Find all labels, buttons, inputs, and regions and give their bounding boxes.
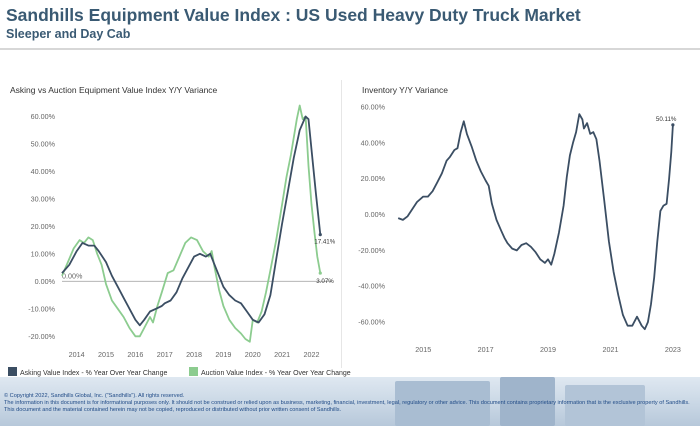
inventory-series-line — [397, 113, 674, 331]
legend-label-auction: Auction Value Index - % Year Over Year C… — [201, 370, 351, 377]
legend-swatch-asking — [8, 367, 17, 376]
y-tick-label: 40.00% — [31, 167, 56, 176]
x-tick-label: 2021 — [274, 350, 290, 359]
x-tick-label: 2020 — [245, 350, 261, 359]
x-tick-label: 2022 — [303, 350, 319, 359]
y-tick-label: 0.00% — [365, 210, 386, 219]
right-x-axis: 2015 2017 2019 2021 2023 — [415, 345, 681, 354]
x-tick-label: 2017 — [157, 350, 173, 359]
x-tick-label: 2021 — [602, 345, 618, 354]
x-tick-label: 2019 — [215, 350, 231, 359]
y-tick-label: 20.00% — [361, 174, 386, 183]
x-tick-label: 2017 — [478, 345, 494, 354]
asking-end-point — [318, 233, 322, 237]
y-tick-label: 60.00% — [31, 112, 56, 121]
y-tick-label: -60.00% — [358, 318, 385, 327]
y-tick-label: 10.00% — [31, 249, 56, 258]
x-tick-label: 2019 — [540, 345, 556, 354]
inventory-chart: Inventory Y/Y Variance -60.00% -40.00% -20… — [358, 85, 681, 354]
asking-auction-chart-title: Asking vs Auction Equipment Value Index … — [10, 85, 218, 95]
zero-line-label: 0.00% — [62, 271, 83, 280]
copyright-notice: © Copyright 2022, Sandhills Global, Inc.… — [4, 393, 696, 414]
legend-swatch-auction — [189, 367, 198, 376]
charts-canvas: Asking vs Auction Equipment Value Index … — [8, 85, 681, 377]
asking-auction-chart: Asking vs Auction Equipment Value Index … — [10, 85, 336, 359]
y-tick-label: 0.00% — [35, 277, 56, 286]
legend: Asking Value Index - % Year Over Year Ch… — [8, 367, 351, 377]
left-x-axis: 2014 2015 2016 2017 2018 2019 2020 2021 2022 — [69, 350, 320, 359]
auction-end-point — [318, 271, 322, 275]
x-tick-label: 2015 — [415, 345, 431, 354]
x-tick-label: 2016 — [127, 350, 143, 359]
y-tick-label: 50.00% — [31, 139, 56, 148]
inventory-end-label: 50.11% — [656, 116, 677, 123]
y-tick-label: 60.00% — [361, 102, 386, 111]
truck-image — [500, 377, 555, 426]
asking-end-label: 17.41% — [314, 239, 335, 246]
right-y-axis: -60.00% -40.00% -20.00% 0.00% 20.00% 40.00% 60… — [358, 102, 385, 326]
y-tick-label: -10.00% — [28, 304, 55, 313]
truck-image — [395, 381, 490, 426]
panel-divider — [341, 80, 342, 368]
truck-image — [565, 385, 645, 426]
header-divider — [0, 48, 700, 50]
asking-series-line — [61, 115, 322, 327]
y-tick-label: -20.00% — [28, 332, 55, 341]
y-tick-label: 30.00% — [31, 194, 56, 203]
inventory-chart-title: Inventory Y/Y Variance — [362, 85, 448, 95]
footer-banner — [0, 377, 700, 426]
auction-series-line — [61, 104, 322, 343]
x-tick-label: 2014 — [69, 350, 85, 359]
left-y-axis: -20.00% -10.00% 0.00% 10.00% 20.00% 30.00% 40.… — [28, 112, 55, 341]
y-tick-label: 40.00% — [361, 138, 386, 147]
legend-label-asking: Asking Value Index - % Year Over Year Ch… — [20, 370, 167, 377]
y-tick-label: -20.00% — [358, 246, 385, 255]
inventory-end-point — [671, 123, 675, 127]
y-tick-label: 20.00% — [31, 222, 56, 231]
page-subtitle: Sleeper and Day Cab — [6, 27, 131, 41]
copyright-line: © Copyright 2022, Sandhills Global, Inc.… — [4, 393, 185, 399]
x-tick-label: 2023 — [665, 345, 681, 354]
auction-end-label: 3.07% — [316, 278, 334, 285]
x-tick-label: 2018 — [186, 350, 202, 359]
x-tick-label: 2015 — [98, 350, 114, 359]
disclaimer-text: The information in this document is for … — [4, 400, 690, 413]
page-title: Sandhills Equipment Value Index : US Use… — [6, 5, 581, 25]
y-tick-label: -40.00% — [358, 282, 385, 291]
